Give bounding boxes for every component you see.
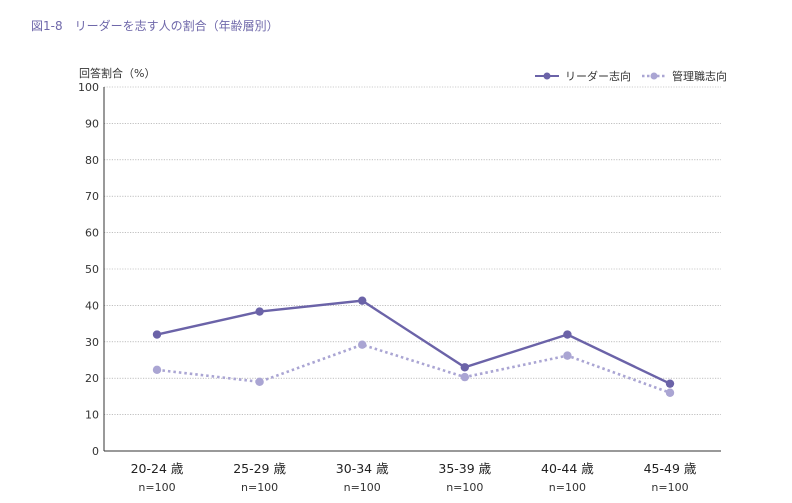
y-tick-label-0: 0 <box>92 445 99 458</box>
y-tick-label-50: 50 <box>85 263 99 276</box>
data-point-leader <box>460 363 469 372</box>
x-sample-size-label: n=100 <box>651 481 688 494</box>
data-point-manager <box>255 377 264 387</box>
x-category-label: 35-39 歳 <box>438 461 491 476</box>
gridlines <box>104 86 721 415</box>
series-leader <box>152 296 675 388</box>
y-tick-label-70: 70 <box>85 190 99 203</box>
x-sample-size-label: n=100 <box>549 481 586 494</box>
y-axis-label: 回答割合（%） <box>79 66 155 80</box>
data-point-leader <box>358 296 367 305</box>
y-tick-label-40: 40 <box>85 299 99 312</box>
data-point-manager <box>358 340 367 349</box>
x-sample-size-label: n=100 <box>446 481 483 494</box>
x-category-label: 40-44 歳 <box>541 461 594 476</box>
y-tick-label-60: 60 <box>85 227 99 240</box>
y-tick-labels: 0 10 20 30 40 50 60 70 80 90 100 <box>78 81 99 458</box>
x-category-label: 45-49 歳 <box>644 461 697 476</box>
x-sample-size-label: n=100 <box>241 481 278 494</box>
data-point-manager <box>460 372 469 382</box>
y-tick-label-30: 30 <box>85 336 99 349</box>
figure-title: 図1-8 リーダーを志す人の割合（年齢層別） <box>31 18 279 33</box>
x-category-label: 20-24 歳 <box>131 461 184 476</box>
legend-item-leader: リーダー志向 <box>535 69 631 83</box>
legend-label-leader: リーダー志向 <box>565 69 631 83</box>
data-point-leader <box>563 330 572 339</box>
y-tick-label-80: 80 <box>85 154 99 167</box>
legend-marker-leader <box>543 72 551 80</box>
y-tick-label-90: 90 <box>85 117 99 130</box>
x-category-labels: 20-24 歳 n=100 25-29 歳 n=100 30-34 歳 n=100 35-3… <box>131 461 697 494</box>
series-line-leader <box>156 299 671 385</box>
x-category-label: 25-29 歳 <box>233 461 286 476</box>
x-sample-size-label: n=100 <box>344 481 381 494</box>
data-point-leader <box>255 307 264 316</box>
series-line-manager <box>156 343 671 394</box>
legend-item-manager: 管理職志向 <box>642 69 727 83</box>
data-point-manager <box>563 351 572 360</box>
data-point-leader <box>152 330 162 339</box>
x-category-label: 30-34 歳 <box>336 461 389 476</box>
series-manager <box>152 340 675 397</box>
data-point-manager <box>665 388 675 397</box>
series <box>152 296 675 397</box>
y-tick-label-10: 10 <box>85 409 99 422</box>
legend: リーダー志向 管理職志向 <box>535 69 727 83</box>
legend-label-manager: 管理職志向 <box>672 69 727 83</box>
data-point-manager <box>152 365 162 375</box>
x-sample-size-label: n=100 <box>138 481 175 494</box>
data-point-leader <box>665 379 675 388</box>
y-tick-label-20: 20 <box>85 372 99 385</box>
y-tick-label-100: 100 <box>78 81 99 94</box>
legend-marker-manager <box>650 72 658 80</box>
